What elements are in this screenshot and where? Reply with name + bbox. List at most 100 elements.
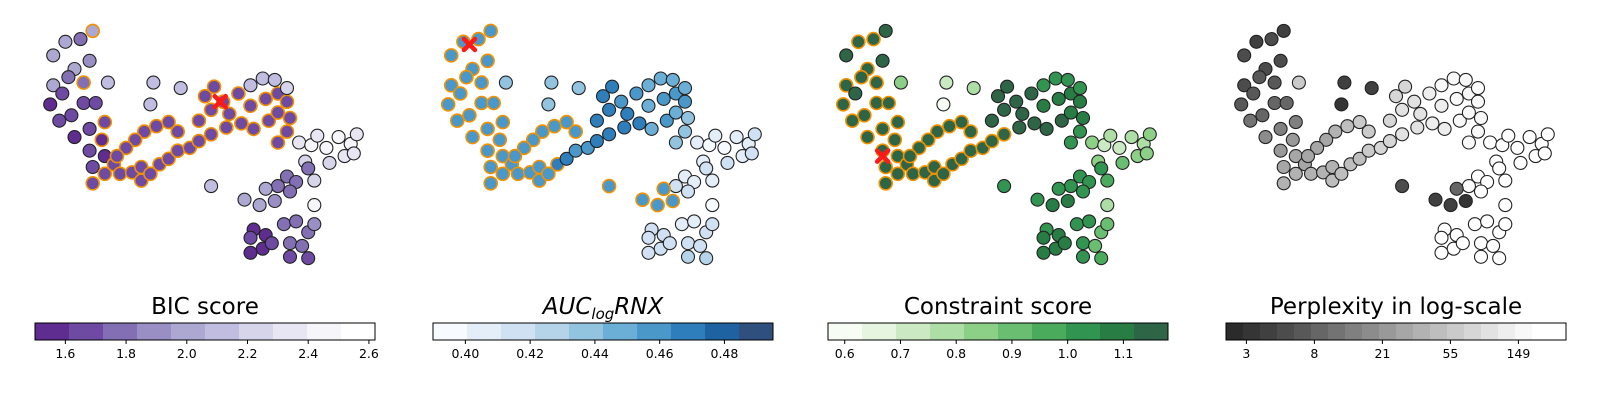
scatter-point (1449, 91, 1464, 106)
scatter-point (680, 110, 696, 126)
colorbar-segment (569, 323, 604, 340)
scatter-point (890, 166, 906, 182)
panel-title: BIC score (151, 294, 259, 320)
scatter-point (322, 155, 337, 170)
scatter-point (204, 179, 219, 194)
scatter-point (954, 151, 969, 167)
scatter-point (1470, 94, 1486, 109)
scatter-point (902, 148, 918, 164)
scatter-point (744, 146, 759, 161)
scatter-point (1045, 198, 1060, 213)
scatter-point (674, 217, 689, 232)
scatter-point (64, 108, 79, 123)
scatter-point (1461, 135, 1476, 150)
colorbar-segment (1515, 323, 1533, 340)
scatter-point (1449, 181, 1464, 196)
scatter-point (1048, 71, 1063, 86)
colorbar-segment (35, 323, 70, 340)
scatter-point (1075, 184, 1091, 199)
scatter-point (1142, 127, 1157, 142)
scatter-point (708, 128, 723, 143)
best-point-marker (461, 36, 478, 53)
scatter-point (267, 72, 282, 87)
scatter-point (264, 236, 279, 251)
scatter-point (1246, 86, 1261, 101)
colorbar-segment (1328, 323, 1346, 340)
scatter-point (1437, 121, 1452, 136)
scatter-point (629, 86, 644, 101)
scatter-point (1258, 130, 1273, 145)
colorbar-segment (205, 323, 240, 340)
scatter-point (331, 130, 346, 145)
scatter-point (1328, 124, 1343, 139)
scatter-point (261, 113, 277, 128)
scatter-point (541, 166, 556, 182)
colorbar-segment (1464, 323, 1482, 340)
scatter-point (85, 176, 100, 191)
scatter-point (109, 148, 125, 164)
scatter-point (149, 118, 164, 134)
scatter-point (97, 166, 113, 182)
colorbar-segment (930, 323, 965, 340)
colorbar-segment (1311, 323, 1329, 340)
scatter-point (1051, 91, 1066, 106)
scatter-point (1051, 181, 1066, 196)
scatter-point (462, 108, 477, 123)
colorbar-segment (1294, 323, 1312, 340)
scatter-point (243, 245, 258, 260)
colorbar-tick-label: 2.6 (359, 346, 379, 361)
scatter-point (939, 75, 954, 90)
scatter-point (1498, 217, 1513, 232)
scatter-point (137, 124, 152, 139)
scatter-point (1458, 193, 1473, 209)
colorbar-segment (137, 323, 172, 340)
scatter-point (963, 143, 979, 158)
scatter-point (1461, 105, 1476, 120)
scatter-point (258, 91, 274, 107)
scatter-point (483, 23, 499, 39)
colorbar-segment (1277, 323, 1295, 340)
scatter-points (835, 23, 1157, 266)
scatter-point (270, 105, 286, 120)
colorbar: 0.6 0.7 0.8 0.9 1.0 1.1 (827, 322, 1169, 361)
scatter-point (929, 124, 945, 139)
scatter-point (1072, 81, 1088, 96)
scatter-point (617, 120, 632, 135)
scatter-point (936, 97, 951, 112)
scatter-point (1510, 140, 1525, 155)
scatter-point (878, 23, 893, 38)
scatter-point (161, 151, 176, 167)
scatter-point (1234, 97, 1249, 112)
scatter-point (1085, 135, 1100, 150)
colorbar-segment (1032, 323, 1067, 340)
scatter-point (656, 91, 671, 106)
scatter-point (665, 72, 680, 87)
scatter-point (258, 181, 273, 196)
scatter-point (480, 53, 495, 69)
colorbar-segment (171, 323, 206, 340)
scatter-point (197, 88, 213, 104)
colorbar-segment (341, 323, 376, 340)
scatter-point (1461, 179, 1476, 194)
scatter-point (677, 81, 693, 96)
colorbar-segment (307, 323, 342, 340)
colorbar-tick-label: 21 (1374, 346, 1390, 361)
scatter-point (857, 108, 872, 123)
scatter-point (1273, 53, 1288, 68)
scatter-point (1395, 102, 1410, 117)
scatter-point (161, 114, 176, 130)
scatter-point (747, 127, 762, 142)
scatter-point (869, 75, 884, 90)
scatter-point (997, 102, 1012, 117)
scatter-point (243, 230, 258, 245)
colorbar-segment (467, 323, 502, 340)
scatter-point (465, 129, 480, 145)
scatter-point (848, 86, 863, 101)
scatter-point (1446, 71, 1461, 86)
scatter-point (1498, 198, 1513, 213)
scatter-point (486, 95, 502, 111)
scatter-point (295, 238, 310, 253)
scatter-point (46, 48, 61, 63)
scatter-point (1337, 75, 1352, 90)
scatter-point (76, 95, 91, 111)
